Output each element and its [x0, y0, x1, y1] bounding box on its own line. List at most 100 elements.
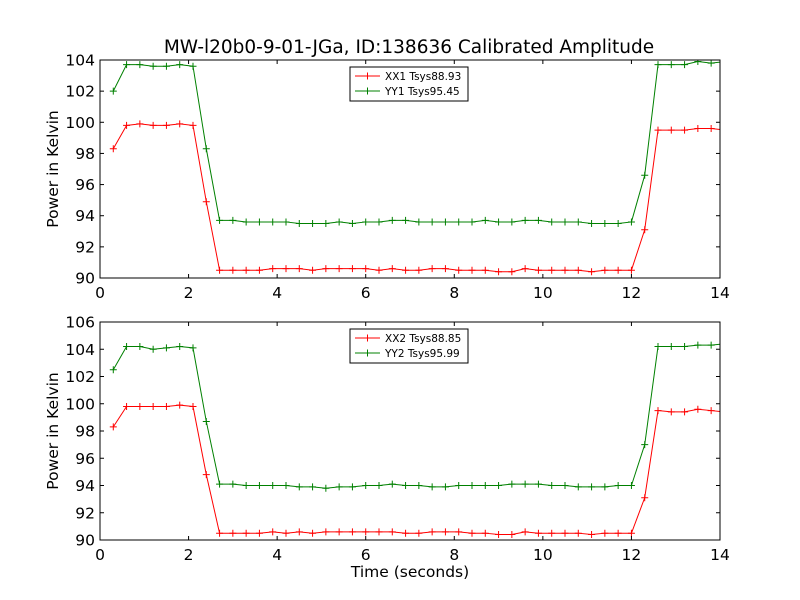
data-point — [641, 494, 649, 502]
legend-marker — [364, 72, 371, 80]
data-point — [548, 482, 556, 489]
y-axis-label: Power in Kelvin — [44, 110, 62, 227]
data-point — [694, 341, 702, 349]
data-point — [428, 483, 436, 491]
data-point — [468, 218, 476, 226]
x-tick-label: 8 — [449, 546, 459, 564]
data-point — [627, 218, 635, 226]
data-point — [707, 125, 715, 133]
data-point — [601, 483, 609, 491]
data-point — [654, 407, 662, 415]
x-tick-label: 4 — [272, 546, 282, 564]
data-point — [242, 529, 250, 537]
data-point — [282, 218, 290, 226]
data-point — [189, 402, 197, 410]
y-tick-label: 98 — [75, 423, 95, 441]
data-point — [654, 61, 662, 69]
legend-label: YY1 Tsys95.45 — [384, 86, 460, 98]
data-point — [495, 268, 503, 276]
data-point — [534, 266, 542, 274]
data-point — [508, 218, 516, 226]
data-point — [322, 528, 330, 536]
legend-label: XX1 Tsys88.93 — [385, 71, 461, 83]
data-point — [242, 482, 250, 489]
data-point — [667, 61, 675, 69]
legend-box — [349, 66, 469, 102]
data-point — [176, 61, 184, 69]
data-point — [162, 344, 170, 352]
data-point — [721, 408, 728, 415]
data-point — [495, 482, 503, 489]
legend: XX2 Tsys88.85 YY2 Tsys95.99 — [349, 328, 469, 364]
data-point — [694, 125, 702, 133]
data-point — [495, 531, 503, 539]
data-point — [574, 218, 582, 226]
data-point — [548, 218, 556, 226]
data-point — [588, 483, 596, 491]
data-point — [455, 266, 463, 274]
legend: XX1 Tsys88.93 YY1 Tsys95.45 — [349, 66, 469, 102]
data-point — [627, 529, 635, 537]
x-tick-label: 6 — [361, 284, 371, 302]
data-point — [255, 482, 263, 489]
y-tick-label: 106 — [65, 314, 95, 332]
data-point — [707, 341, 715, 349]
y-tick-label: 100 — [65, 395, 95, 413]
data-point — [269, 482, 277, 489]
data-point — [641, 441, 649, 449]
data-point — [521, 528, 529, 536]
data-point — [455, 482, 463, 489]
data-point — [335, 483, 343, 491]
y-tick-label: 96 — [75, 176, 95, 194]
data-point — [388, 216, 396, 224]
data-point — [109, 145, 117, 153]
data-point — [322, 265, 330, 273]
legend-marker — [364, 349, 371, 357]
data-point — [216, 266, 224, 274]
data-point — [123, 121, 131, 129]
data-point — [468, 529, 476, 537]
data-point — [202, 471, 210, 479]
data-point — [295, 220, 303, 227]
data-point — [269, 218, 277, 226]
data-point — [415, 529, 423, 537]
data-point — [588, 268, 596, 276]
data-point — [561, 482, 569, 489]
data-point — [149, 402, 157, 410]
x-axis-label: Time (seconds) — [350, 563, 469, 581]
data-point — [641, 171, 649, 179]
data-point — [348, 220, 356, 227]
data-point — [189, 344, 197, 352]
data-point — [481, 266, 489, 274]
plot-area — [109, 60, 720, 276]
legend-marker — [364, 334, 371, 342]
data-point — [176, 120, 184, 128]
data-point — [189, 62, 197, 70]
x-tick-label: 12 — [622, 546, 642, 564]
data-point — [415, 482, 423, 489]
data-point — [189, 121, 197, 129]
data-point — [455, 528, 463, 536]
data-point — [481, 216, 489, 224]
data-point — [109, 423, 117, 431]
legend-label: YY2 Tsys95.99 — [384, 348, 460, 360]
data-point — [641, 226, 649, 234]
data-point — [601, 220, 609, 227]
data-point — [202, 417, 210, 425]
data-point — [521, 216, 529, 224]
data-point — [295, 528, 303, 536]
data-point — [322, 220, 330, 227]
y-tick-label: 92 — [75, 238, 95, 256]
data-point — [322, 484, 330, 492]
data-point — [375, 218, 383, 226]
y-tick-label: 104 — [65, 341, 95, 359]
x-tick-label: 0 — [95, 546, 105, 564]
data-point — [255, 529, 263, 537]
data-point — [614, 529, 622, 537]
data-point — [375, 528, 383, 536]
data-point — [508, 480, 516, 488]
data-point — [176, 401, 184, 409]
data-point — [149, 121, 157, 129]
y-tick-label: 94 — [75, 207, 95, 225]
